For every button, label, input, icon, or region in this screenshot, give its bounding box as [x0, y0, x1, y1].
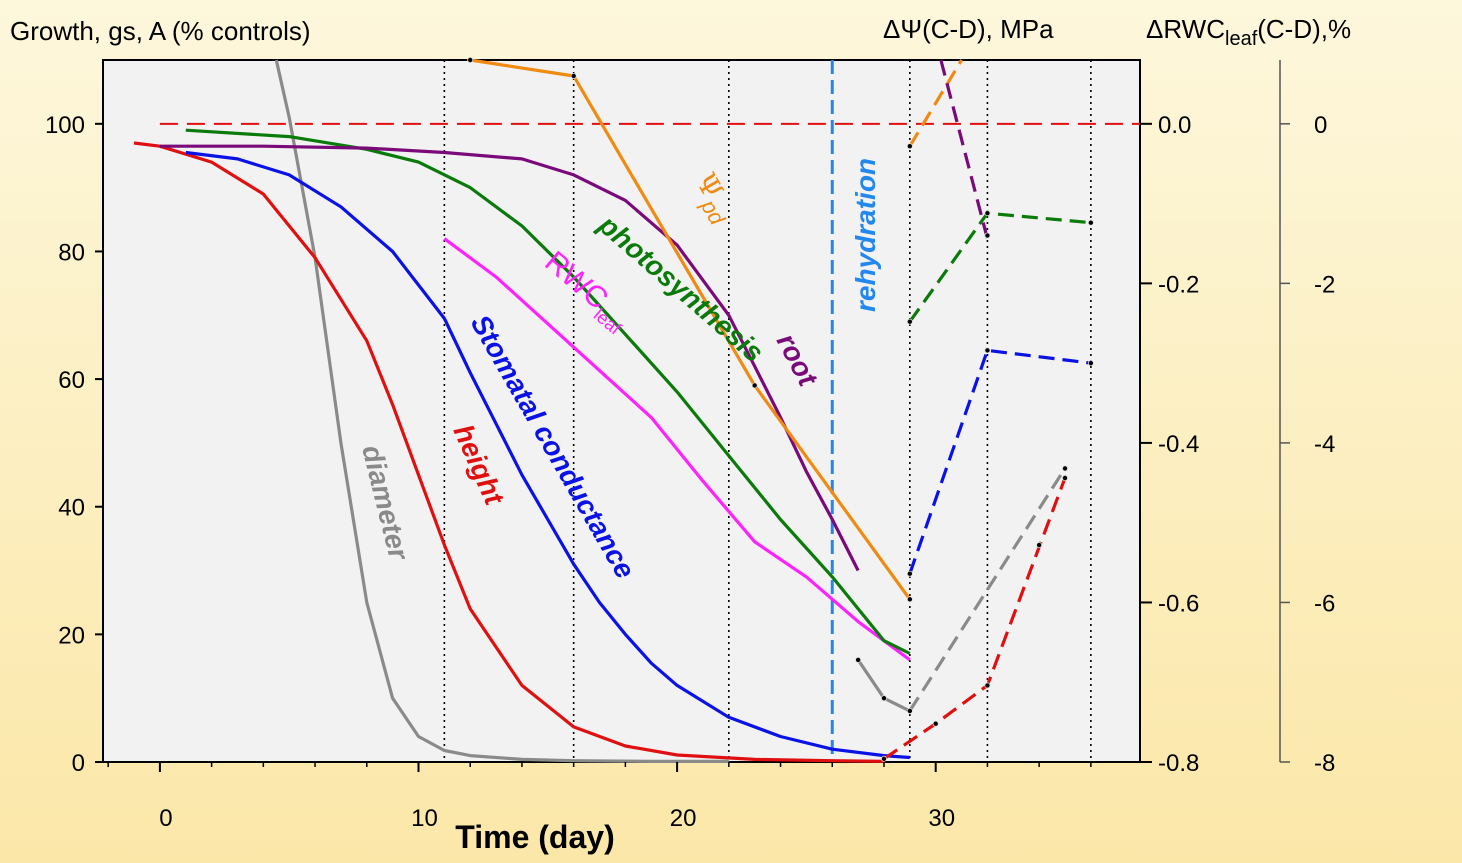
y2-tick-label: -0.6: [1158, 590, 1199, 617]
data-point: [880, 695, 887, 702]
data-point: [984, 210, 991, 217]
y-tick-label: 20: [58, 622, 85, 649]
y-tick-label: 60: [58, 367, 85, 394]
post-series-dashed-0: [908, 59, 963, 148]
y-tick-label: 0: [72, 750, 85, 777]
data-point: [855, 656, 862, 663]
data-point: [1087, 360, 1094, 367]
series-line-6: [469, 58, 912, 601]
data-point: [906, 143, 913, 150]
right-axis2-title: ΔRWCleaf(C-D),%: [1146, 14, 1351, 50]
data-point: [1036, 542, 1043, 549]
y2-tick-label: 0.0: [1158, 112, 1191, 139]
data-point: [1062, 475, 1069, 482]
data-point: [984, 232, 991, 239]
y2-tick-label: -0.8: [1158, 750, 1199, 777]
x-tick-label: 0: [159, 805, 172, 832]
left-axis-title: Growth, gs, A (% controls): [10, 16, 311, 46]
x-tick-label: 30: [928, 805, 955, 832]
data-point: [570, 72, 577, 79]
y3-tick-label: -6: [1314, 590, 1335, 617]
right-axis2-title-sub: leaf: [1225, 28, 1258, 50]
y3-tick-label: 0: [1314, 112, 1327, 139]
x-tick-label: 20: [670, 805, 697, 832]
y3-tick-label: -4: [1314, 431, 1335, 458]
series-line-5: [159, 144, 860, 572]
control-line-group: [159, 60, 1140, 762]
series-group: [133, 58, 912, 763]
post-series-dashed-4: [883, 477, 1067, 761]
series-line-3: [443, 237, 911, 662]
axes-group: 0 10 20 30 0 20 40 60 80 100 0.0 -0.2 -0.4 -0.6 -0.8 0 -…: [45, 60, 1335, 832]
data-points-group: [467, 57, 1094, 762]
data-point: [1062, 465, 1069, 472]
data-point: [984, 347, 991, 354]
series-line-1: [133, 141, 885, 763]
data-point: [906, 596, 913, 603]
y3-tick-label: -8: [1314, 750, 1335, 777]
data-point: [880, 755, 887, 762]
right-axis2-title-tail: (C-D),%: [1257, 14, 1351, 44]
data-point: [906, 318, 913, 325]
post-series-dashed-3: [908, 348, 1092, 575]
data-point: [751, 382, 758, 389]
data-point: [932, 720, 939, 727]
right-axis1-title: ΔΨ(C-D), MPa: [883, 14, 1054, 44]
series-line-2: [185, 150, 910, 760]
label-rehydration: rehydration: [850, 158, 881, 312]
right-axis2-title-main: ΔRWC: [1146, 14, 1225, 44]
y2-tick-label: -0.4: [1158, 431, 1199, 458]
data-point: [1087, 219, 1094, 226]
post-series-dashed-1: [939, 59, 989, 240]
y-tick-label: 100: [45, 112, 85, 139]
y3-tick-label: -2: [1314, 271, 1335, 298]
data-point: [467, 57, 474, 64]
series-line-4: [185, 128, 911, 655]
y2-tick-label: -0.2: [1158, 271, 1199, 298]
data-point: [984, 682, 991, 689]
data-point: [906, 570, 913, 577]
y-tick-label: 80: [58, 239, 85, 266]
y-tick-label: 40: [58, 495, 85, 522]
x-axis-title: Time (day): [455, 819, 614, 855]
data-point: [906, 707, 913, 714]
x-tick-label: 10: [411, 805, 438, 832]
